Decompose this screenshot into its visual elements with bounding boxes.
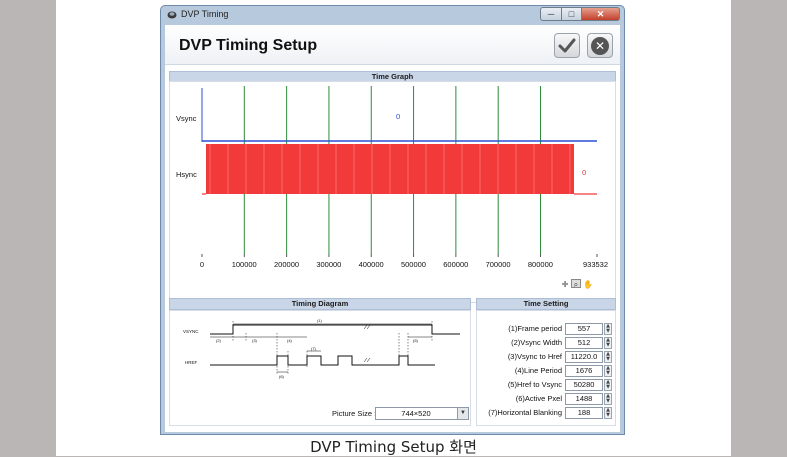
close-icon: ✕ [591, 36, 609, 55]
x-tick-label: 500000 [401, 260, 426, 269]
horizontal-blanking-input[interactable]: 188 [565, 407, 603, 419]
vsync-width-label: (2)Vsync Width [511, 338, 562, 347]
time-setting-header: Time Setting [476, 298, 616, 310]
cancel-button[interactable]: ✕ [587, 33, 613, 58]
pan-icon[interactable]: ✋ [583, 280, 593, 289]
signal-label-vsync: Vsync [176, 114, 197, 123]
app-icon [167, 11, 177, 19]
spinner-icon[interactable]: ▲ ▼ [604, 365, 612, 377]
vsync-to-href-label: (3)Vsync to Href [507, 352, 562, 361]
figure-caption: DVP Timing Setup 화면 [310, 438, 477, 456]
vsync-diagram-label: VSYNC [183, 329, 199, 334]
checkmark-icon [558, 38, 576, 52]
active-pixel-label: (6)Active Pxel [515, 394, 562, 403]
time-setting-panel: (1)Frame period 557 ▲ ▼ (2)Vsync Width 51… [476, 310, 616, 426]
frame-period-input[interactable]: 557 [565, 323, 603, 335]
href-diagram-wave [210, 355, 435, 366]
diagram-label-6: (6) [279, 374, 285, 379]
time-setting-row: (1)Frame period 557 ▲ ▼ [477, 323, 617, 336]
graph-toolbar: ✛ ⌕ ✋ [560, 279, 593, 289]
time-setting-row: (3)Vsync to Href 11220.0 ▲ ▼ [477, 351, 617, 364]
spinner-icon[interactable]: ▲ ▼ [604, 337, 612, 349]
dialog-client: DVP Timing Setup ✕ Time Graph Vsync Hsyn… [165, 25, 620, 432]
chevron-down-icon[interactable]: ▼ [457, 408, 468, 419]
frame-period-label: (1)Frame period [508, 324, 562, 333]
x-tick-label: 0 [200, 260, 204, 269]
ok-button[interactable] [554, 33, 580, 58]
window-controls: ─ □ ✕ [540, 7, 620, 21]
line-period-label: (4)Line Period [514, 366, 562, 375]
href-to-vsync-input[interactable]: 50280 [565, 379, 603, 391]
x-tick-label: 800000 [528, 260, 553, 269]
x-tick-label: 100000 [232, 260, 257, 269]
x-axis: 0 100000 200000 300000 400000 500000 600000 700… [200, 254, 608, 269]
time-graph-chart: Vsync Hsync 0 0 0 100000 200000 300000 40000… [176, 86, 608, 269]
time-setting-row: (5)Href to Vsync 50280 ▲ ▼ [477, 379, 617, 392]
href-diagram-label: HREF [185, 360, 198, 365]
x-tick-label: 933532 [583, 260, 608, 269]
diagram-label-5: (5) [413, 338, 419, 343]
vsync-value: 0 [396, 112, 400, 121]
spinner-icon[interactable]: ▲ ▼ [604, 393, 612, 405]
diagram-label-1: (1) [317, 318, 323, 323]
picture-size-label: Picture Size : [332, 409, 377, 418]
signal-label-hsync: Hsync [176, 170, 197, 179]
vsync-width-input[interactable]: 512 [565, 337, 603, 349]
x-tick-label: 300000 [316, 260, 341, 269]
dvp-timing-window: DVP Timing ─ □ ✕ DVP Timing Setup ✕ Time… [160, 5, 625, 435]
time-setting-row: (7)Horizontal Blanking 188 ▲ ▼ [477, 407, 617, 420]
horizontal-blanking-label: (7)Horizontal Blanking [488, 408, 562, 417]
diagram-label-2: (2) [216, 338, 222, 343]
timing-diagram-panel: VSYNC HREF (1) [169, 310, 471, 426]
window-titlebar[interactable]: DVP Timing ─ □ ✕ [161, 6, 624, 24]
page-title: DVP Timing Setup [179, 37, 318, 54]
timing-diagram: VSYNC HREF (1) [183, 318, 460, 379]
time-setting-row: (6)Active Pxel 1488 ▲ ▼ [477, 393, 617, 406]
x-tick-label: 700000 [486, 260, 511, 269]
hsync-waveform [202, 144, 597, 195]
dialog-header: DVP Timing Setup ✕ [165, 25, 620, 65]
x-tick-label: 600000 [443, 260, 468, 269]
maximize-button[interactable]: □ [562, 7, 582, 21]
spinner-icon[interactable]: ▲ ▼ [604, 407, 612, 419]
picture-size-select[interactable]: 744×520 ▼ [375, 407, 469, 420]
time-graph-panel[interactable]: Vsync Hsync 0 0 0 100000 200000 300000 40000… [169, 81, 616, 303]
x-tick-label: 400000 [359, 260, 384, 269]
x-tick-label: 200000 [274, 260, 299, 269]
picture-size-value: 744×520 [401, 409, 431, 418]
hsync-value: 0 [582, 168, 586, 177]
close-window-button[interactable]: ✕ [582, 7, 620, 21]
time-setting-row: (2)Vsync Width 512 ▲ ▼ [477, 337, 617, 350]
line-period-input[interactable]: 1676 [565, 365, 603, 377]
zoom-icon[interactable]: ⌕ [571, 279, 581, 289]
spinner-icon[interactable]: ▲ ▼ [604, 351, 612, 363]
href-to-vsync-label: (5)Href to Vsync [507, 380, 562, 389]
diagram-label-7: (7) [311, 346, 317, 351]
crosshair-icon[interactable]: ✛ [561, 280, 569, 289]
diagram-label-3: (3) [252, 338, 258, 343]
window-title: DVP Timing [181, 9, 229, 19]
minimize-button[interactable]: ─ [540, 7, 562, 21]
diagram-label-4: (4) [287, 338, 293, 343]
time-setting-row: (4)Line Period 1676 ▲ ▼ [477, 365, 617, 378]
spinner-icon[interactable]: ▲ ▼ [604, 323, 612, 335]
active-pixel-input[interactable]: 1488 [565, 393, 603, 405]
vsync-to-href-input[interactable]: 11220.0 [565, 351, 603, 363]
vsync-diagram-wave [210, 324, 460, 335]
spinner-icon[interactable]: ▲ ▼ [604, 379, 612, 391]
timing-diagram-header: Timing Diagram [169, 298, 471, 310]
